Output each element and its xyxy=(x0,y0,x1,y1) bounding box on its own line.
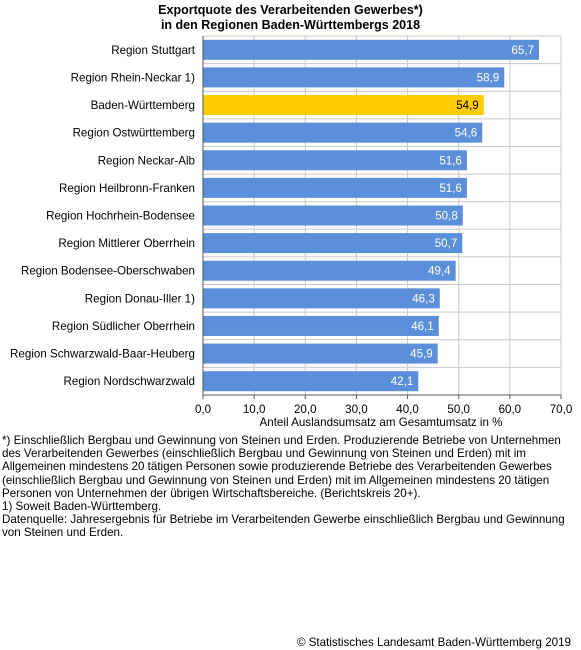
value-label: 51,6 xyxy=(439,182,462,195)
category-label: Region Heilbronn-Franken xyxy=(59,182,195,195)
chart-title-line-1: Exportquote des Verarbeitenden Gewerbes*… xyxy=(158,3,423,17)
footnote-asterisk: *) Einschließlich Bergbau und Gewinnung … xyxy=(2,434,561,500)
category-label: Region Hochrhein-Bodensee xyxy=(46,210,195,223)
value-labels: 65,7 58,9 54,9 54,6 51,6 51,6 50,8 50,7 49,4 46,3… xyxy=(391,44,534,388)
bar xyxy=(203,233,463,254)
x-tick-label: 30,0 xyxy=(345,403,368,416)
bar xyxy=(203,288,440,309)
category-label: Region Ostwürttemberg xyxy=(73,127,195,140)
chart-title: Exportquote des Verarbeitenden Gewerbes*… xyxy=(0,3,581,33)
bar xyxy=(203,260,456,281)
x-tick-label: 70,0 xyxy=(550,403,573,416)
category-label: Region Donau-Iller 1) xyxy=(85,292,195,305)
category-label: Region Neckar-Alb xyxy=(98,154,195,167)
bar xyxy=(203,315,439,336)
bar-highlight xyxy=(203,95,484,116)
bars xyxy=(203,39,540,392)
footnote-1: 1) Soweit Baden-Württemberg. xyxy=(2,500,162,514)
value-label: 42,1 xyxy=(391,375,414,388)
category-label: Region Bodensee-Oberschwaben xyxy=(21,265,195,278)
chart-title-line-2: in den Regionen Baden-Württembergs 2018 xyxy=(160,18,421,32)
bar xyxy=(203,67,505,88)
x-tick-label: 40,0 xyxy=(396,403,419,416)
category-label: Region Rhein-Neckar 1) xyxy=(71,71,196,84)
category-label: Region Nordschwarzwald xyxy=(64,375,195,388)
x-tick-label: 50,0 xyxy=(447,403,470,416)
x-axis-title: Anteil Auslandsumsatz am Gesamtumsatz in… xyxy=(260,416,503,429)
x-tick-label: 10,0 xyxy=(243,403,266,416)
category-label: Region Südlicher Oberrhein xyxy=(52,320,195,333)
value-label: 65,7 xyxy=(511,44,534,57)
x-axis: 0,0 10,0 20,0 30,0 40,0 50,0 60,0 70,0 xyxy=(195,36,572,416)
category-labels: Region Stuttgart Region Rhein-Neckar 1) Ba… xyxy=(10,44,196,388)
data-source-note: Datenquelle: Jahresergebnis für Betriebe… xyxy=(2,513,565,540)
value-label: 50,7 xyxy=(435,237,458,250)
x-tick-label: 60,0 xyxy=(499,403,522,416)
bar xyxy=(203,205,463,226)
value-label: 58,9 xyxy=(477,71,500,84)
bar xyxy=(203,39,540,60)
x-tick-label: 20,0 xyxy=(294,403,317,416)
category-label: Baden-Württemberg xyxy=(91,99,195,112)
bar xyxy=(203,343,438,364)
bar xyxy=(203,177,467,198)
footnotes: *) Einschließlich Bergbau und Gewinnung … xyxy=(2,434,572,540)
value-label: 54,6 xyxy=(455,127,478,140)
value-label: 45,9 xyxy=(410,348,433,361)
value-label: 46,1 xyxy=(411,320,434,333)
category-label: Region Stuttgart xyxy=(111,44,196,57)
bar xyxy=(203,150,467,171)
category-label: Region Schwarzwald-Baar-Heuberg xyxy=(10,348,195,361)
value-label: 49,4 xyxy=(428,265,451,278)
value-label: 51,6 xyxy=(439,154,462,167)
value-label: 50,8 xyxy=(435,210,458,223)
copyright-notice: © Statistisches Landesamt Baden-Württemb… xyxy=(296,636,571,649)
bar xyxy=(203,122,483,143)
bar-chart: Region Stuttgart Region Rhein-Neckar 1) Ba… xyxy=(10,35,572,429)
bar xyxy=(203,371,419,392)
category-label: Region Mittlerer Oberrhein xyxy=(58,237,195,250)
value-label: 54,9 xyxy=(456,99,479,112)
x-tick-label: 0,0 xyxy=(195,403,211,416)
value-label: 46,3 xyxy=(412,292,435,305)
